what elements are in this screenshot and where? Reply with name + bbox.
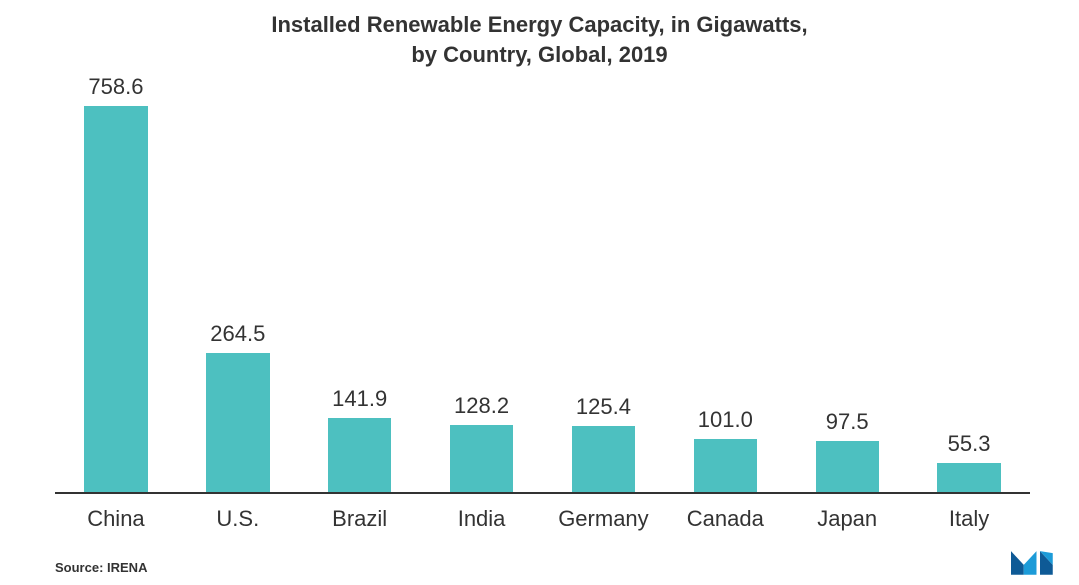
- x-axis-label: Brazil: [299, 506, 421, 532]
- bar-value-label: 97.5: [826, 409, 869, 435]
- bar: [816, 441, 879, 492]
- chart-title: Installed Renewable Energy Capacity, in …: [0, 10, 1079, 69]
- plot-area: 758.6 264.5 141.9 128.2 125.4 101.0 97.5 55.3: [55, 74, 1030, 494]
- chart-container: Installed Renewable Energy Capacity, in …: [0, 0, 1079, 585]
- x-axis-label: China: [55, 506, 177, 532]
- bar-value-label: 264.5: [210, 321, 265, 347]
- bar-slot: 55.3: [937, 74, 1000, 492]
- x-axis: ChinaU.S.BrazilIndiaGermanyCanadaJapanIt…: [55, 496, 1030, 536]
- bar-slot: 758.6: [84, 74, 147, 492]
- bar-value-label: 128.2: [454, 393, 509, 419]
- chart-title-line1: Installed Renewable Energy Capacity, in …: [271, 12, 807, 37]
- bar: [937, 463, 1000, 492]
- logo-m-left-icon: [1011, 545, 1037, 575]
- bar: [572, 426, 635, 492]
- logo-m-right-icon: [1040, 545, 1066, 575]
- bar: [328, 418, 391, 492]
- x-axis-label: Italy: [908, 506, 1030, 532]
- bar-slot: 128.2: [450, 74, 513, 492]
- source-label: Source: IRENA: [55, 560, 147, 575]
- x-axis-label: Germany: [543, 506, 665, 532]
- bar-value-label: 758.6: [88, 74, 143, 100]
- bar-slot: 125.4: [572, 74, 635, 492]
- bar-value-label: 141.9: [332, 386, 387, 412]
- brand-logo: [1011, 545, 1065, 575]
- bar-slot: 97.5: [816, 74, 879, 492]
- bar: [450, 425, 513, 492]
- bar: [84, 106, 147, 492]
- x-axis-label: India: [421, 506, 543, 532]
- bar-slot: 264.5: [206, 74, 269, 492]
- bar: [694, 439, 757, 492]
- bar: [206, 353, 269, 492]
- bar-value-label: 125.4: [576, 394, 631, 420]
- x-axis-label: U.S.: [177, 506, 299, 532]
- bar-slot: 101.0: [694, 74, 757, 492]
- bar-slot: 141.9: [328, 74, 391, 492]
- bar-value-label: 101.0: [698, 407, 753, 433]
- x-axis-label: Canada: [664, 506, 786, 532]
- chart-title-line2: by Country, Global, 2019: [411, 42, 667, 67]
- x-axis-label: Japan: [786, 506, 908, 532]
- bar-value-label: 55.3: [948, 431, 991, 457]
